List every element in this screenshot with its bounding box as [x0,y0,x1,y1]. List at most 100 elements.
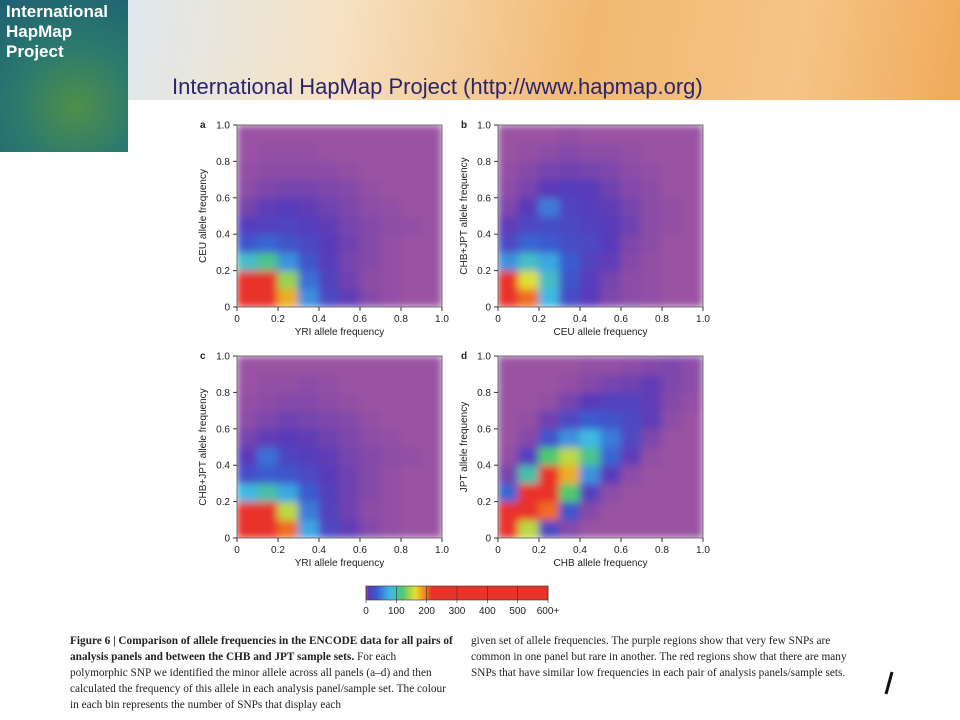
cell [600,391,622,412]
cell [380,428,402,448]
cell [641,215,663,235]
cell [318,373,340,393]
cell [579,160,601,181]
cell [277,142,299,162]
cell [559,233,581,253]
cell [237,391,258,412]
cell [538,464,560,484]
cell [579,482,601,503]
cell [682,428,703,448]
cell [579,410,601,430]
logo-text: Project [6,42,64,61]
cell [559,160,581,181]
banner [128,0,960,100]
cell [400,160,422,181]
x-tick-label: 0.2 [271,314,285,325]
cell [359,215,381,235]
colorbar-tick-label: 600+ [537,606,560,617]
cell [661,160,683,181]
cell [579,215,601,235]
cell [559,125,581,144]
cell [380,160,402,181]
cell [400,215,422,235]
cell [400,233,422,253]
cell [318,179,340,199]
cell [641,251,663,272]
cell [257,410,279,430]
cell [277,356,299,375]
cell [498,288,519,307]
cell [400,464,422,484]
x-tick-label: 0.4 [312,545,326,556]
cell [559,410,581,430]
cells [237,356,442,538]
cell [318,142,340,162]
cell [620,410,642,430]
cell [538,125,560,144]
x-tick-label: 0 [234,545,240,556]
cell [661,251,683,272]
cell [661,142,683,162]
cell [359,233,381,253]
cells [237,125,442,307]
cell [600,125,622,144]
cell [620,270,642,290]
x-tick-label: 0.6 [353,314,367,325]
cell [559,519,581,538]
cell [257,270,279,290]
cell [600,215,622,235]
cell [318,215,340,235]
cell [237,142,258,162]
cell [298,519,320,538]
cell [538,233,560,253]
cell [620,179,642,199]
cell [682,464,703,484]
cell [380,125,402,144]
cell [339,373,361,393]
cell [257,125,279,144]
cell [579,233,601,253]
cell [620,501,642,521]
cell [538,410,560,430]
cell [359,288,381,307]
y-tick-label: 1.0 [216,352,230,363]
cell [339,428,361,448]
cell [498,215,519,235]
cell [359,373,381,393]
cell [518,215,540,235]
cell [559,251,581,272]
colorbar-tick-label: 100 [388,606,405,617]
y-tick-label: 1.0 [477,121,491,132]
cell [661,391,683,412]
cell [237,125,258,144]
cell [498,519,519,538]
x-tick-label: 0.2 [271,545,285,556]
cell [421,373,442,393]
cell [620,446,642,466]
cell [641,373,663,393]
cell [380,179,402,199]
cell [661,373,683,393]
cell [661,428,683,448]
cell [498,410,519,430]
cell [318,288,340,307]
x-tick-label: 1.0 [696,545,710,556]
cell [641,160,663,181]
cell [257,251,279,272]
cell [277,519,299,538]
cell [518,373,540,393]
cell [518,251,540,272]
cell [661,233,683,253]
cell [339,270,361,290]
cell [339,142,361,162]
cell [359,519,381,538]
cell [641,501,663,521]
cell [518,270,540,290]
cell [600,142,622,162]
cell [277,215,299,235]
y-tick-label: 0.2 [477,266,491,277]
cell [400,391,422,412]
cell [237,464,258,484]
cell [339,215,361,235]
cell [380,519,402,538]
